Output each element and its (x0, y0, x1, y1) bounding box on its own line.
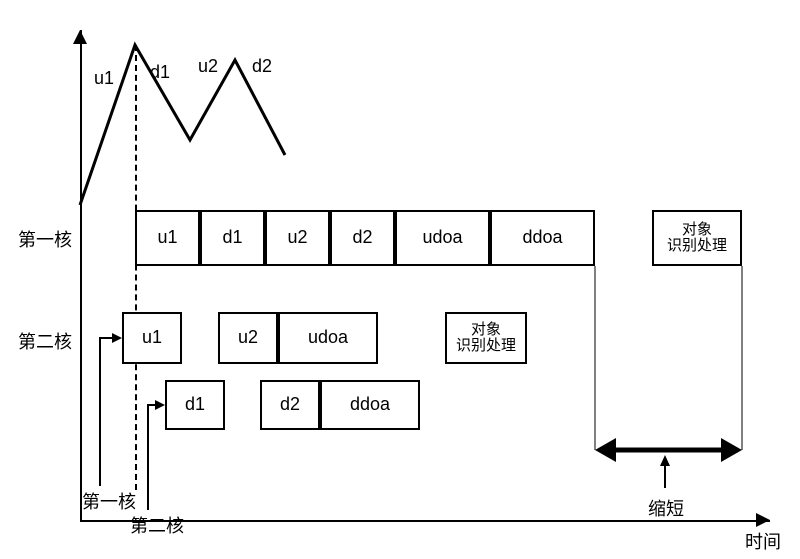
core2-d2: d2 (260, 380, 320, 430)
shorten-tick-arrowhead-icon (660, 455, 670, 466)
pointer-core2-arrowhead-icon (155, 400, 165, 410)
core1-u1: u1 (135, 210, 200, 266)
core1-ddoa: ddoa (490, 210, 595, 266)
core2-ddoa: ddoa (320, 380, 420, 430)
core2-row-label: 第二核 (18, 328, 72, 354)
core1-udoa: udoa (395, 210, 490, 266)
pointer-label-core2: 第二核 (130, 512, 184, 538)
double-arrow-left-head-icon (595, 438, 616, 462)
wave-label-d2: d2 (252, 56, 272, 77)
wave-label-u2: u2 (198, 56, 218, 77)
core2-d1: d1 (165, 380, 225, 430)
x-axis-label: 时间 (745, 528, 781, 554)
diagram-canvas: 第一核 第二核 u1 d1 u2 d2 udoa ddoa 对象 识别处理 u1… (0, 0, 800, 559)
core1-d1: d1 (200, 210, 265, 266)
wave-label-d1: d1 (150, 62, 170, 83)
core2-object-rec: 对象 识别处理 (445, 312, 527, 364)
core1-object-rec: 对象 识别处理 (652, 210, 742, 266)
dashed-marker-line (135, 45, 137, 490)
core1-row-label: 第一核 (18, 226, 72, 252)
core2-u1: u1 (122, 312, 182, 364)
shorten-label: 缩短 (648, 495, 684, 521)
pointer-core1-path (100, 338, 116, 486)
y-axis (80, 30, 82, 520)
svg-overlay (0, 0, 800, 559)
double-arrow-right-head-icon (721, 438, 742, 462)
wave-label-u1: u1 (94, 68, 114, 89)
core1-u2: u2 (265, 210, 330, 266)
pointer-core2-path (148, 405, 159, 510)
pointer-core1-arrowhead-icon (112, 333, 122, 343)
core1-d2: d2 (330, 210, 395, 266)
core2-u2: u2 (218, 312, 278, 364)
pointer-label-core1: 第一核 (82, 488, 136, 514)
core2-udoa: udoa (278, 312, 378, 364)
